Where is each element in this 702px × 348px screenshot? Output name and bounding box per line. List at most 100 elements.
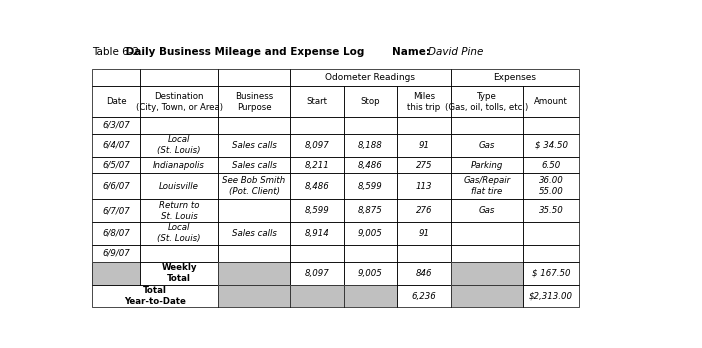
Bar [92, 173, 140, 199]
Bar [290, 157, 344, 173]
Bar [290, 285, 344, 307]
Bar [140, 245, 218, 261]
Bar [344, 199, 397, 222]
Bar [218, 285, 290, 307]
Text: Gas: Gas [479, 206, 495, 215]
Text: $ 34.50: $ 34.50 [535, 141, 568, 150]
Text: 846: 846 [416, 269, 432, 278]
Bar [92, 222, 140, 245]
Bar [218, 261, 290, 285]
Text: 8,914: 8,914 [305, 229, 329, 238]
Text: 8,211: 8,211 [305, 160, 329, 169]
Text: 6/5/07: 6/5/07 [102, 160, 130, 169]
Text: See Bob Smith
(Pot. Client): See Bob Smith (Pot. Client) [223, 176, 286, 196]
Bar [290, 134, 344, 157]
Bar [140, 117, 218, 134]
Bar [451, 134, 523, 157]
Text: $ 167.50: $ 167.50 [532, 269, 571, 278]
Bar [218, 69, 290, 86]
Text: Type
(Gas, oil, tolls, etc.): Type (Gas, oil, tolls, etc.) [445, 92, 529, 112]
Bar [140, 157, 218, 173]
Bar [523, 245, 579, 261]
Bar [397, 134, 451, 157]
Bar [290, 261, 344, 285]
Bar [218, 157, 290, 173]
Bar [92, 261, 140, 285]
Bar [397, 157, 451, 173]
Text: 6,236: 6,236 [411, 292, 437, 301]
Text: Gas/Repair
flat tire: Gas/Repair flat tire [463, 176, 510, 196]
Text: Miles
this trip: Miles this trip [407, 92, 441, 112]
Bar [344, 285, 397, 307]
Bar [523, 173, 579, 199]
Bar [218, 285, 290, 307]
Text: 6.50: 6.50 [541, 160, 561, 169]
Bar [523, 222, 579, 245]
Bar [451, 86, 523, 117]
Bar [92, 261, 140, 285]
Text: 6/8/07: 6/8/07 [102, 229, 130, 238]
Text: Odometer Readings: Odometer Readings [326, 73, 416, 82]
Bar [397, 245, 451, 261]
Text: 275: 275 [416, 160, 432, 169]
Bar [92, 245, 140, 261]
Bar [92, 134, 140, 157]
Bar [451, 222, 523, 245]
Text: 91: 91 [418, 229, 430, 238]
Text: Sales calls: Sales calls [232, 229, 277, 238]
Text: 91: 91 [418, 141, 430, 150]
Text: 8,486: 8,486 [305, 182, 329, 191]
Text: 8,875: 8,875 [358, 206, 383, 215]
Bar [451, 285, 523, 307]
Bar [344, 134, 397, 157]
Bar [218, 199, 290, 222]
Text: Daily Business Mileage and Expense Log: Daily Business Mileage and Expense Log [122, 47, 364, 57]
Bar [397, 285, 451, 307]
Text: Table 6-2.: Table 6-2. [92, 47, 143, 57]
Text: 276: 276 [416, 206, 432, 215]
Bar [218, 222, 290, 245]
Text: 113: 113 [416, 182, 432, 191]
Text: Date: Date [106, 97, 126, 106]
Text: 8,486: 8,486 [358, 160, 383, 169]
Bar [344, 261, 397, 285]
Bar [140, 173, 218, 199]
Text: Return to
St. Louis: Return to St. Louis [159, 200, 199, 221]
Text: $2,313.00: $2,313.00 [529, 292, 573, 301]
Bar [290, 117, 344, 134]
Text: Local
(St. Louis): Local (St. Louis) [157, 223, 201, 243]
Bar [397, 199, 451, 222]
Text: Sales calls: Sales calls [232, 141, 277, 150]
Bar [523, 261, 579, 285]
Bar [344, 117, 397, 134]
Bar [397, 222, 451, 245]
Bar [397, 261, 451, 285]
Bar [290, 86, 344, 117]
Bar [140, 199, 218, 222]
Bar [344, 86, 397, 117]
Bar [344, 222, 397, 245]
Text: 6/6/07: 6/6/07 [102, 182, 130, 191]
Bar [290, 69, 451, 86]
Bar [290, 245, 344, 261]
Text: 6/7/07: 6/7/07 [102, 206, 130, 215]
Bar [523, 199, 579, 222]
Text: Expenses: Expenses [494, 73, 536, 82]
Bar [92, 117, 140, 134]
Text: Indianapolis: Indianapolis [153, 160, 205, 169]
Bar [397, 117, 451, 134]
Text: 9,005: 9,005 [358, 269, 383, 278]
Bar [451, 157, 523, 173]
Bar [397, 173, 451, 199]
Bar [523, 117, 579, 134]
Bar [344, 285, 397, 307]
Bar [290, 199, 344, 222]
Bar [451, 261, 523, 285]
Bar [92, 86, 140, 117]
Bar [451, 173, 523, 199]
Text: Total
Year-to-Date: Total Year-to-Date [124, 286, 186, 306]
Text: 6/3/07: 6/3/07 [102, 121, 130, 130]
Text: 8,599: 8,599 [305, 206, 329, 215]
Text: Business
Purpose: Business Purpose [235, 92, 273, 112]
Bar [92, 199, 140, 222]
